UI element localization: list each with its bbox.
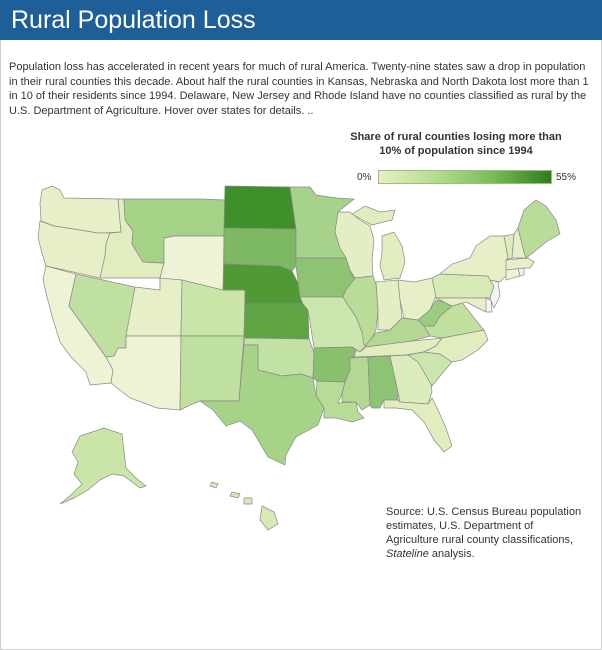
header-bar: Rural Population Loss: [0, 0, 602, 40]
state-ak[interactable]: [59, 427, 147, 505]
state-nj[interactable]: [489, 279, 501, 309]
state-fl[interactable]: [383, 397, 453, 453]
state-tx[interactable]: [198, 344, 325, 466]
source-italic: Stateline: [386, 548, 429, 560]
state-vt[interactable]: [503, 233, 515, 261]
intro-text: Population loss has accelerated in recen…: [9, 61, 589, 117]
state-nd[interactable]: [223, 185, 297, 230]
source-text: Source: U.S. Census Bureau population es…: [386, 506, 582, 546]
state-de[interactable]: [485, 297, 493, 313]
state-nm[interactable]: [179, 335, 245, 411]
state-hi[interactable]: [209, 481, 279, 531]
state-me[interactable]: [517, 199, 561, 259]
source-suffix: analysis.: [428, 548, 475, 560]
source-note: Source: U.S. Census Bureau population es…: [386, 505, 582, 561]
legend-color-scale: [378, 170, 552, 184]
legend-max-label: 55%: [556, 172, 577, 183]
state-nc[interactable]: [422, 329, 489, 363]
legend-min-label: 0%: [357, 172, 372, 183]
state-mi[interactable]: [351, 205, 406, 281]
state-pa[interactable]: [431, 273, 495, 299]
state-ks[interactable]: [243, 303, 310, 340]
state-ma[interactable]: [505, 257, 535, 271]
page-title: Rural Population Loss: [11, 6, 256, 34]
legend-title: Share of rural counties losing more than…: [350, 131, 562, 157]
